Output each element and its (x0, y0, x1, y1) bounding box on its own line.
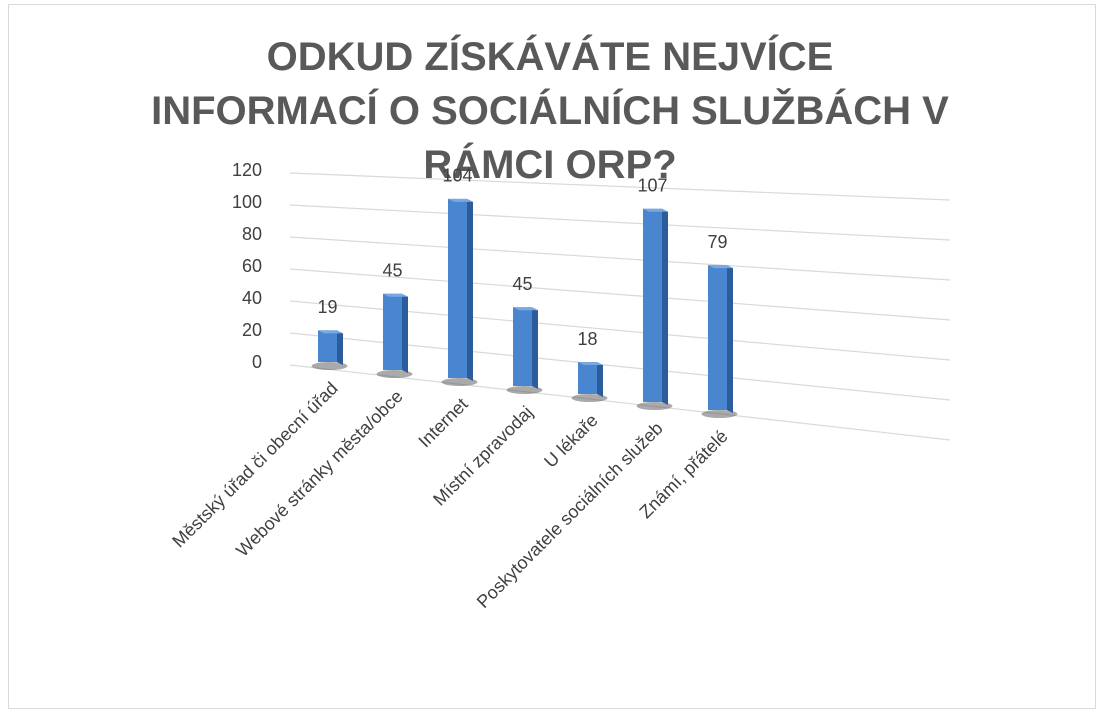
bar-shadow (441, 378, 478, 386)
y-tick-label: 120 (232, 160, 262, 180)
x-tick-label: U lékaře (540, 410, 602, 472)
y-tick-label: 0 (252, 352, 262, 372)
bar-top (513, 307, 538, 311)
grid-line (289, 172, 951, 201)
bar-top (383, 293, 408, 297)
bar (318, 330, 337, 362)
data-label: 104 (442, 166, 472, 186)
data-label: 19 (317, 297, 337, 317)
data-label: 18 (577, 329, 597, 349)
data-label: 107 (637, 176, 667, 196)
y-tick-label: 40 (242, 288, 262, 308)
bar-top (708, 265, 733, 269)
grid-line (289, 204, 951, 241)
bar (643, 208, 662, 402)
data-label: 45 (512, 274, 532, 294)
bar-side (337, 330, 343, 365)
bar-top (448, 198, 473, 202)
chart-frame (8, 4, 1096, 709)
bar (708, 265, 727, 410)
bar-shadow (506, 386, 543, 394)
y-tick-label: 100 (232, 192, 262, 212)
bar (383, 293, 402, 370)
bar-shadow (571, 394, 608, 402)
y-tick-label: 80 (242, 224, 262, 244)
bar-top (318, 330, 343, 334)
grid-line (289, 236, 951, 281)
bar-side (662, 208, 668, 405)
bar-shadow (311, 362, 348, 370)
bar (513, 307, 532, 386)
y-tick-label: 60 (242, 256, 262, 276)
bar-shadow (376, 370, 413, 378)
x-tick-label: Internet (414, 394, 471, 451)
grid-line (289, 268, 951, 321)
bar (448, 198, 467, 378)
data-label: 45 (382, 261, 402, 281)
bar-side (597, 362, 603, 397)
chart-title: ODKUD ZÍSKÁVÁTE NEJVÍCE INFORMACÍ O SOCI… (151, 35, 949, 187)
bar-top (643, 208, 668, 212)
data-label: 79 (707, 232, 727, 252)
bar-side (402, 293, 408, 373)
bar-shadow (636, 402, 673, 410)
bar-shadow (701, 410, 738, 418)
bar-side (727, 265, 733, 413)
bar-side (532, 307, 538, 389)
bar (578, 362, 597, 394)
bar-side (467, 198, 473, 381)
y-tick-label: 20 (242, 320, 262, 340)
bar-top (578, 362, 603, 365)
